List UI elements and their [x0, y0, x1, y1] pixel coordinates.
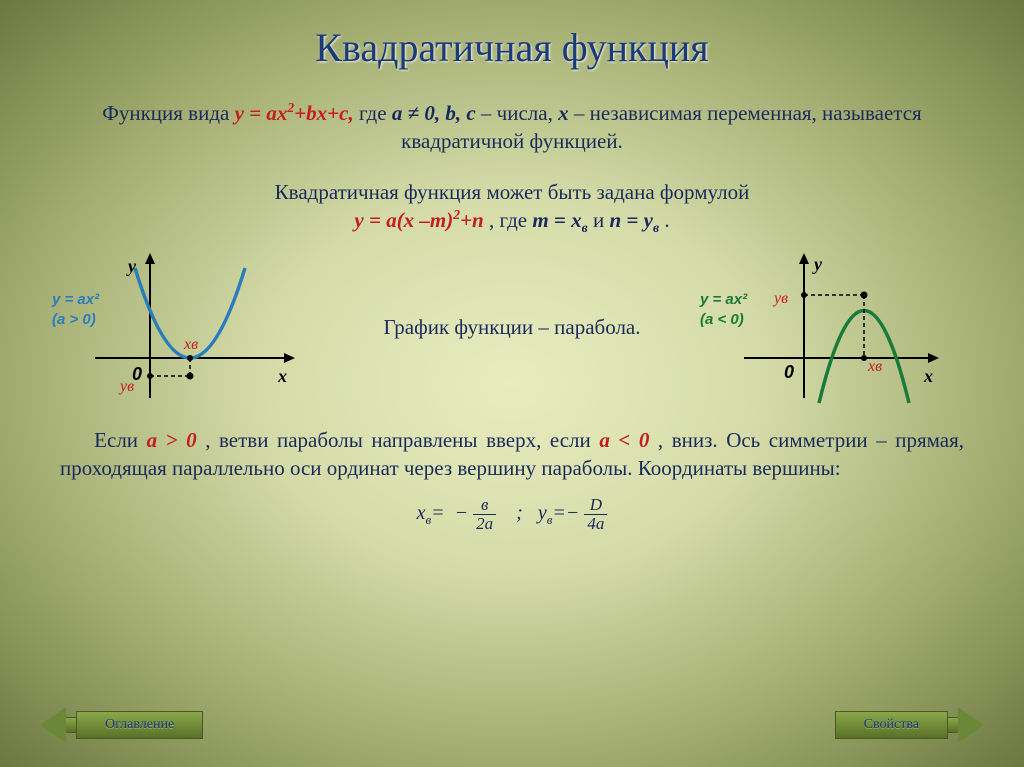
num: в	[473, 496, 496, 515]
txt: – независимая переменная, называется ква…	[401, 101, 922, 153]
eq: =	[552, 502, 566, 524]
m-def: т = хв	[532, 208, 587, 232]
txt: , ветви параболы направлены вверх, если	[205, 428, 599, 452]
arrow-stem	[66, 717, 76, 733]
arrow-stem	[948, 717, 958, 733]
graph-caption: График функции – парабола.	[300, 313, 724, 341]
toc-button-label: Оглавление	[76, 711, 203, 739]
graph-right-svg	[724, 248, 944, 408]
frac-b-2a: в 2а	[473, 496, 496, 533]
txt: и	[593, 208, 610, 232]
arrow-right-icon	[958, 707, 984, 743]
graph-left-svg	[80, 248, 300, 408]
x-var: х	[558, 101, 569, 125]
num: D	[584, 496, 607, 515]
txt: Если	[94, 428, 146, 452]
n-def: п = ув	[610, 208, 660, 232]
fn1: y = ax²	[52, 291, 99, 308]
vertex-form-formula: у = а(х –т)2+п	[354, 208, 489, 232]
fn2: (a < 0)	[700, 311, 744, 328]
yv: ув	[538, 502, 553, 524]
txt: Функция вида	[102, 101, 234, 125]
xv: хв	[417, 502, 432, 524]
properties-button[interactable]: Свойства	[835, 707, 984, 743]
vertex-form-paragraph: Квадратичная функция может быть задана ф…	[60, 178, 964, 238]
a-neg: а < 0	[599, 428, 649, 452]
graph-right: y = ax² (a < 0) у х 0 хв ув	[724, 248, 944, 408]
origin-label: 0	[784, 360, 794, 384]
eq: =	[431, 502, 445, 524]
branches-paragraph: Если а > 0 , ветви параболы направлены в…	[60, 426, 964, 483]
x-axis-label: х	[278, 364, 287, 388]
txt: , где	[489, 208, 532, 232]
xv-label: хв	[184, 334, 198, 356]
properties-button-label: Свойства	[835, 711, 948, 739]
fn2: (a > 0)	[52, 311, 96, 328]
vertex-coordinates-formula: хв= − в 2а ; ув=− D 4а	[60, 496, 964, 533]
minus: −	[455, 502, 469, 524]
yv-label: ув	[774, 288, 788, 310]
txt: – числа,	[481, 101, 558, 125]
txt: Квадратичная функция может быть задана ф…	[275, 180, 750, 204]
fn1: y = ax²	[700, 291, 747, 308]
txt: .	[664, 208, 669, 232]
toc-button[interactable]: Оглавление	[40, 707, 203, 743]
graph-left-fn: y = ax² (a > 0)	[52, 290, 99, 331]
den: 4а	[584, 515, 607, 533]
definition-paragraph: Функция вида у = ах2+bх+с, где а ≠ 0, b,…	[60, 99, 964, 156]
graph-right-fn: y = ax² (a < 0)	[700, 290, 747, 331]
y-axis-label: у	[814, 252, 822, 276]
xv-label: хв	[868, 356, 882, 378]
frac-d-4a: D 4а	[584, 496, 607, 533]
graphs-row: y = ax² (a > 0) у х 0 хв ув График функц…	[60, 248, 964, 408]
arrow-left-icon	[40, 707, 66, 743]
sep: ;	[516, 502, 523, 524]
content-area: Функция вида у = ах2+bх+с, где а ≠ 0, b,…	[0, 71, 1024, 533]
condition: а ≠ 0, b, с	[392, 101, 476, 125]
a-pos: а > 0	[147, 428, 197, 452]
yv-label: ув	[120, 376, 134, 398]
minus: −	[566, 502, 580, 524]
den: 2а	[473, 515, 496, 533]
txt: где	[359, 101, 392, 125]
y-axis-label: у	[128, 254, 136, 278]
formula-main: у = ах2+bх+с,	[235, 101, 354, 125]
graph-left: y = ax² (a > 0) у х 0 хв ув	[80, 248, 300, 408]
page-title: Квадратичная функция	[0, 0, 1024, 71]
x-axis-label: х	[924, 364, 933, 388]
